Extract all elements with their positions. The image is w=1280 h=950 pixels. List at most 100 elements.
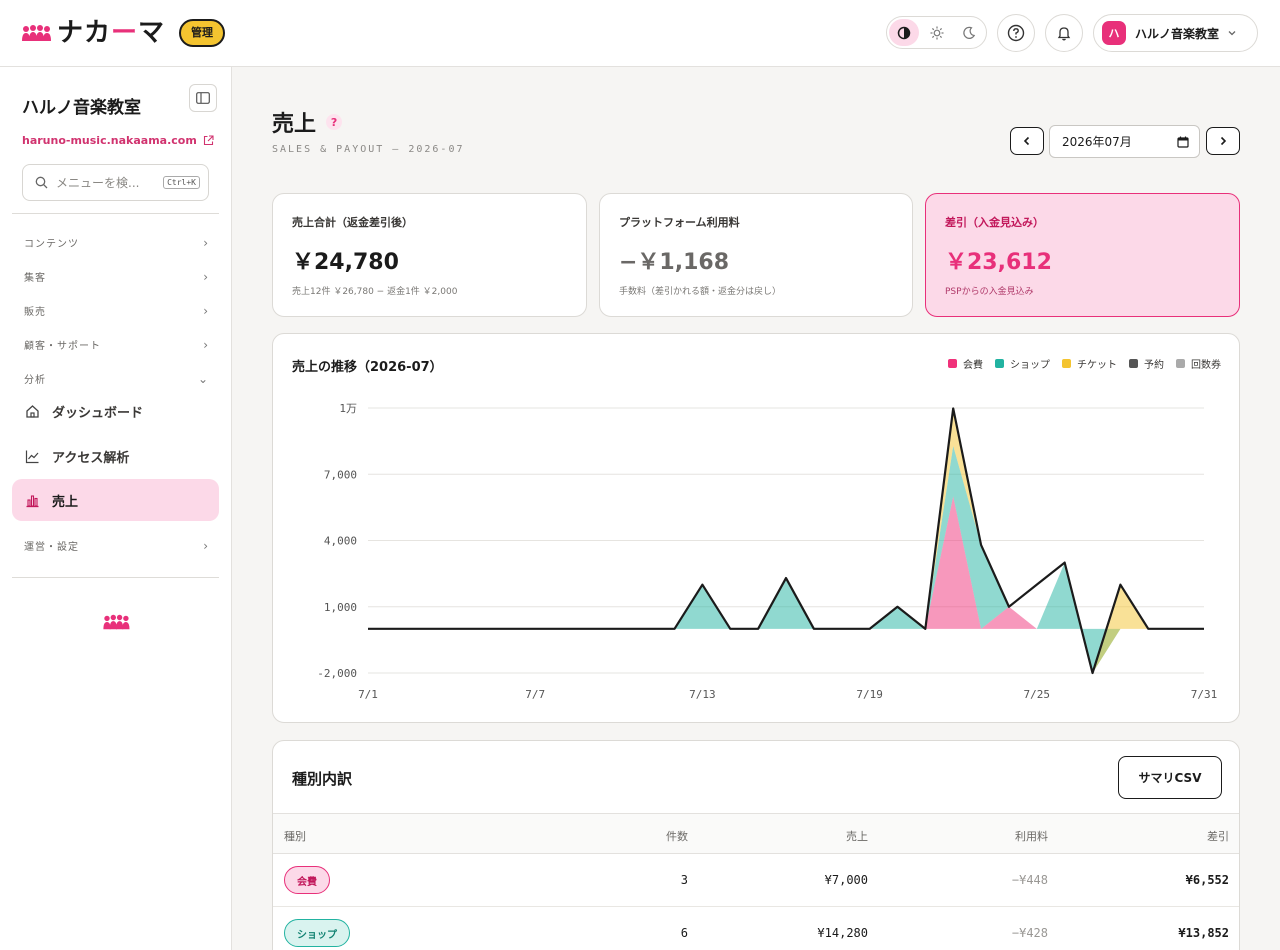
summary-card-total-sales: 売上合計（返金差引後） ￥24,780 売上12件 ￥26,780 − 返金1件… [272,193,587,317]
column-header-sales: 売上 [846,830,868,843]
prev-month-button[interactable] [1010,127,1044,155]
chevron-left-icon [1023,136,1030,146]
card-value: ￥24,780 [292,250,399,275]
site-name: ハルノ音楽教室 [22,98,141,118]
sidebar-divider [12,213,219,214]
total-line [368,407,1204,675]
theme-dark-button[interactable] [954,19,984,46]
month-value: 2026年07月 [1062,135,1132,149]
sidebar-group-label: 顧客・サポート [24,341,101,352]
y-tick-label: 7,000 [324,468,357,481]
footer-logo-icon [103,614,130,630]
contrast-icon [897,26,911,39]
sidebar-item-label: 売上 [52,494,79,510]
menu-search-input[interactable]: メニューを検... Ctrl+K [22,164,209,201]
card-label: プラットフォーム利用料 [619,216,740,229]
sidebar-item-access-analytics[interactable]: アクセス解析 [12,435,219,477]
theme-toggle [886,16,987,49]
help-tooltip-icon[interactable]: ? [326,114,343,130]
sun-icon [930,26,943,39]
area-series-ショップ [368,445,1204,673]
cell-count: 3 [680,873,688,887]
external-link-icon [203,135,214,146]
card-value: ￥23,612 [945,250,1052,275]
chevron-down-icon: ⌄ [197,371,209,386]
sidebar-group-sales[interactable]: 販売 › [24,303,209,319]
account-menu[interactable]: ハ ハルノ音楽教室 [1093,14,1258,52]
theme-auto-button[interactable] [889,19,919,46]
legend-label: ショップ [1010,360,1050,371]
table-title: 種別内訳 [292,770,353,788]
sidebar-group-customers[interactable]: 顧客・サポート › [24,337,209,353]
sidebar-group-label: 販売 [24,307,46,318]
cell-sales: ¥7,000 [824,873,868,887]
sidebar-divider [12,577,219,578]
collapse-sidebar-button[interactable] [189,84,217,112]
legend-label: 会費 [963,360,983,371]
sidebar-group-analytics[interactable]: 分析 ⌄ [24,371,209,387]
help-icon [1007,24,1025,42]
sidebar-group-contents[interactable]: コンテンツ › [24,235,209,251]
card-value: −￥1,168 [619,250,730,275]
card-note: PSPからの入金見込み [945,287,1034,297]
summary-csv-button[interactable]: サマリCSV [1118,756,1222,799]
x-tick-label: 7/19 [856,688,883,701]
page-title-text: 売上 [272,112,317,137]
x-tick-label: 7/7 [525,688,545,701]
sidebar-group-label: コンテンツ [24,239,79,250]
page-title: 売上 ? [272,106,343,138]
calendar-icon [1177,136,1189,148]
sidebar-group-marketing[interactable]: 集客 › [24,269,209,285]
legend-item-coupon[interactable]: 回数券 [1176,356,1221,371]
legend-label: 回数券 [1191,360,1221,371]
y-tick-label: 1,000 [324,601,357,614]
theme-light-button[interactable] [922,19,952,46]
sidebar-item-dashboard[interactable]: ダッシュボード [12,390,219,432]
site-url-link[interactable]: haruno-music.nakaama.com [22,134,214,147]
card-label: 差引（入金見込み） [945,216,1044,229]
top-bar: ナカーマ 管理 ハ ハルノ音楽教室 [0,0,1280,67]
home-icon [26,404,39,418]
cell-net: ¥6,552 [1185,873,1229,887]
logo[interactable]: ナカーマ [21,20,165,46]
type-badge: ショップ [284,919,350,947]
sidebar-item-label: ダッシュボード [52,405,144,421]
column-header-fee: 利用料 [1015,830,1048,843]
legend-swatch [1176,359,1185,368]
help-button[interactable] [997,14,1035,52]
column-header-count: 件数 [666,830,688,843]
sidebar-item-sales[interactable]: 売上 [12,479,219,521]
next-month-button[interactable] [1206,127,1240,155]
legend-label: チケット [1077,360,1117,371]
chevron-right-icon: › [203,303,209,318]
chart-legend: 会費 ショップ チケット 予約 回数券 [948,356,1221,371]
account-avatar: ハ [1102,21,1126,45]
legend-item-reservation[interactable]: 予約 [1129,356,1164,371]
chevron-right-icon [1220,136,1227,146]
logo-text: ナカーマ [57,18,166,48]
moon-icon [963,26,976,39]
legend-label: 予約 [1144,360,1164,371]
month-picker-input[interactable]: 2026年07月 [1049,125,1200,158]
card-label: 売上合計（返金差引後） [292,216,413,229]
sidebar-group-label: 分析 [24,375,46,386]
admin-badge: 管理 [179,19,225,47]
table-row[interactable]: 会費 3 ¥7,000 −¥448 ¥6,552 [273,854,1239,907]
column-header-type: 種別 [284,830,306,843]
notifications-button[interactable] [1045,14,1083,52]
site-url-text: haruno-music.nakaama.com [22,134,197,147]
summary-card-platform-fee: プラットフォーム利用料 −￥1,168 手数料（差引かれる額・返金分は戻し） [599,193,913,317]
chevron-down-icon [1228,31,1236,36]
card-note: 売上12件 ￥26,780 − 返金1件 ￥2,000 [292,287,458,297]
cell-sales: ¥14,280 [817,926,868,940]
legend-item-membership[interactable]: 会費 [948,356,983,371]
sidebar-group-settings[interactable]: 運営・設定 › [24,538,209,554]
logo-people-icon [22,25,51,41]
legend-swatch [948,359,957,368]
legend-item-ticket[interactable]: チケット [1062,356,1117,371]
legend-item-shop[interactable]: ショップ [995,356,1050,371]
table-row[interactable]: ショップ 6 ¥14,280 −¥428 ¥13,852 [273,907,1239,950]
x-tick-label: 7/31 [1191,688,1218,701]
line-chart-icon [25,450,39,463]
